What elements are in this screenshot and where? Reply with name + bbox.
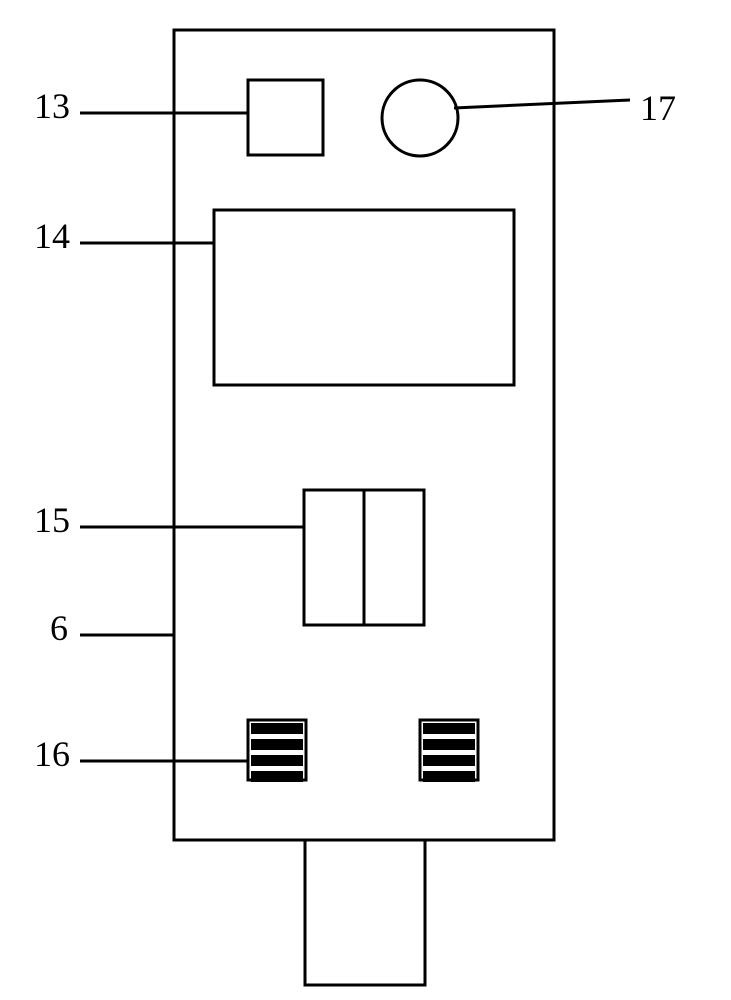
grille-bar [423,723,475,734]
grille-bar [251,739,303,750]
body-outline [174,30,554,840]
grille-bar [251,771,303,782]
component-13 [248,80,323,155]
label-l15: 15 [34,500,70,540]
component-14 [214,210,514,385]
stem-outline [305,840,425,985]
label-l13: 13 [34,86,70,126]
leader-l17 [454,100,630,108]
component-17 [382,80,458,156]
grille-bar [423,771,475,782]
grille-bar [251,723,303,734]
label-l6: 6 [50,608,68,648]
grille-bar [423,755,475,766]
grille-bar [251,755,303,766]
grille-bar [423,739,475,750]
label-l16: 16 [34,734,70,774]
label-l17: 17 [640,88,676,128]
label-l14: 14 [34,216,70,256]
